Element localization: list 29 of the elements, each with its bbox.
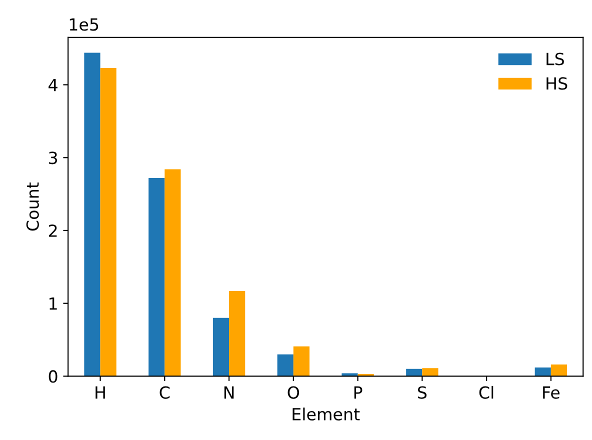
bar [148, 178, 165, 376]
legend-label: LS [546, 52, 564, 66]
x-tick-label: S [418, 386, 427, 399]
legend-label: HS [546, 77, 568, 90]
x-tick-label: H [96, 386, 105, 399]
x-tick-label: C [160, 386, 170, 399]
bar [293, 346, 310, 376]
x-axis-title: Element [292, 408, 360, 421]
bar [100, 68, 116, 376]
x-tick-label: N [224, 386, 234, 399]
text: 1e5 [70, 18, 98, 31]
bar [550, 364, 568, 376]
y-tick-label: 3 [49, 152, 58, 164]
y-axis-title: Count [26, 182, 39, 231]
x-tick-label: Cl [479, 386, 494, 399]
x-tick-label: Fe [543, 386, 560, 399]
y-tick-label: 0 [48, 370, 58, 383]
bar [164, 169, 181, 376]
bar [212, 318, 230, 376]
bar [277, 354, 294, 376]
y-tick-label: 4 [48, 78, 58, 92]
bar [422, 368, 438, 376]
bar [84, 52, 100, 376]
y-tick-label: 2 [48, 224, 57, 237]
y-tick-label: 1 [50, 298, 57, 310]
bar [229, 290, 246, 376]
x-tick-label: P [354, 386, 362, 399]
x-tick-label: O [288, 386, 300, 399]
bar [534, 367, 551, 376]
